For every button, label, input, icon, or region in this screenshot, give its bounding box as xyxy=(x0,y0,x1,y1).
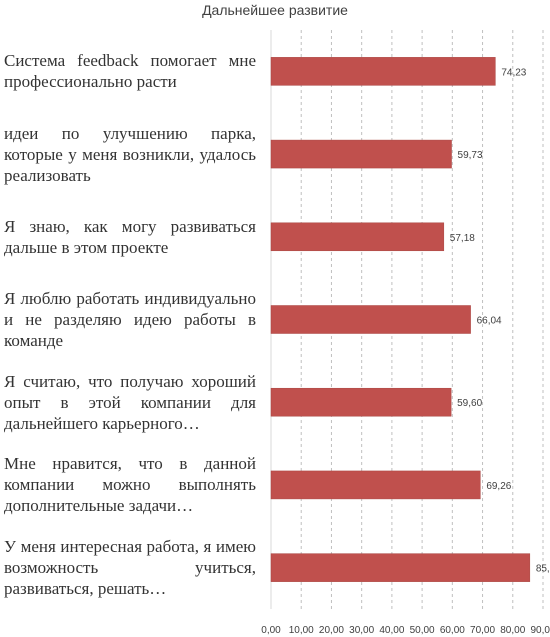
data-label: 85,64 xyxy=(536,564,550,575)
x-tick-label: 10,00 xyxy=(289,625,314,636)
x-tick-label: 0,00 xyxy=(261,625,281,636)
data-label: 74,23 xyxy=(501,67,526,78)
x-tick-label: 30,00 xyxy=(349,625,374,636)
bar xyxy=(270,57,496,86)
bar xyxy=(270,222,445,252)
data-label: 69,26 xyxy=(486,481,511,492)
bar xyxy=(270,305,471,334)
x-tick-label: 80,00 xyxy=(500,625,525,636)
x-tick-label: 60,00 xyxy=(440,625,465,636)
x-tick-label: 50,00 xyxy=(410,625,435,636)
data-label: 59,73 xyxy=(458,150,483,161)
bar xyxy=(270,553,531,582)
x-tick-label: 90,00 xyxy=(530,625,550,636)
bar xyxy=(270,139,452,169)
bar xyxy=(270,470,481,500)
data-label: 59,60 xyxy=(457,398,482,409)
category-label: Я знаю, как могу развиваться дальше в эт… xyxy=(4,216,256,257)
chart-title: Дальнейшее развитие xyxy=(202,2,348,18)
category-label: идеи по улучшению парка, которые у меня … xyxy=(4,123,256,185)
category-label: Мне нравится, что в данной компании можн… xyxy=(4,454,256,516)
data-label: 57,18 xyxy=(450,233,475,244)
category-label: Я люблю работать индивидуально и не разд… xyxy=(4,289,256,350)
category-label: У меня интересная работа, я имею возможн… xyxy=(4,537,256,599)
x-tick-label: 20,00 xyxy=(319,625,344,636)
bar xyxy=(270,387,452,417)
category-label: Система feedback помогает мне профессион… xyxy=(4,51,256,92)
x-tick-label: 40,00 xyxy=(379,625,404,636)
category-label: Я считаю, что получаю хороший опыт в это… xyxy=(4,371,256,433)
x-tick-label: 70,00 xyxy=(470,625,495,636)
data-label: 66,04 xyxy=(477,316,502,327)
